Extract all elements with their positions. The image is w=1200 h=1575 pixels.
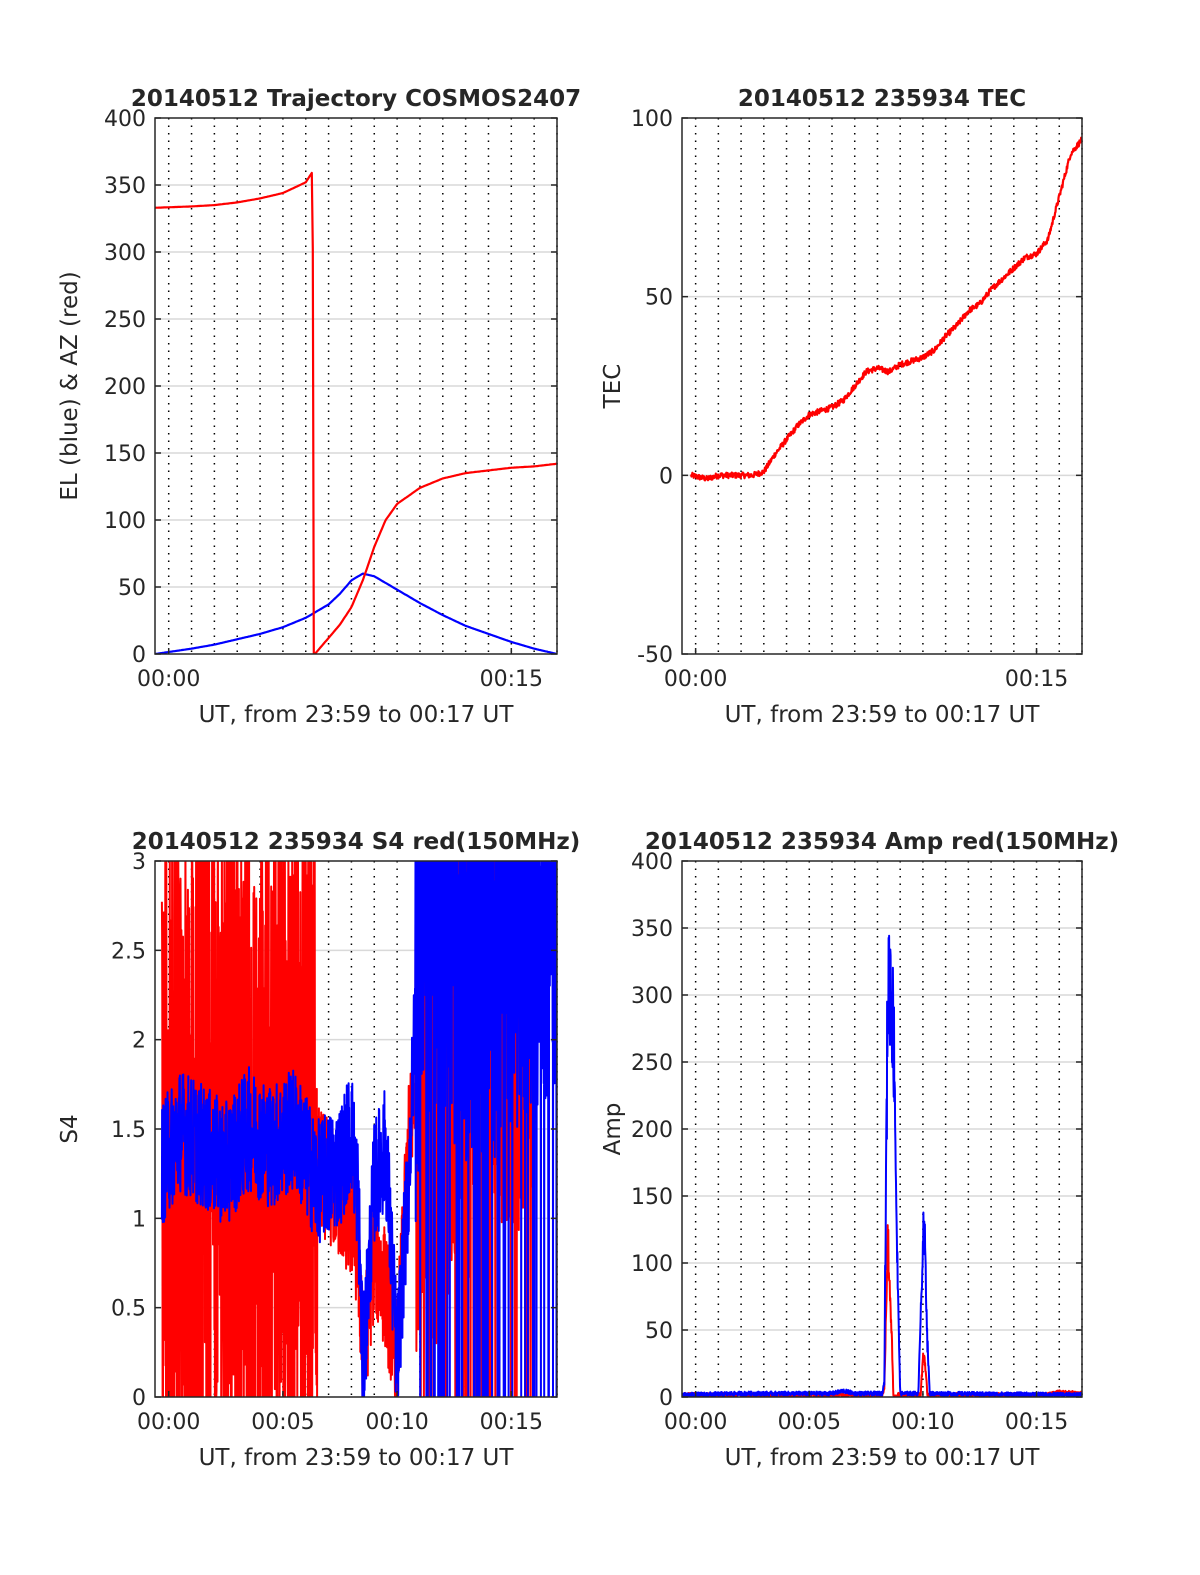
y-tick-label: 100 — [631, 1252, 673, 1277]
y-tick-label: 0 — [132, 1386, 146, 1411]
y-axis-label: S4 — [57, 1114, 83, 1143]
series-line-el — [155, 572, 557, 654]
y-tick-label: 250 — [104, 308, 146, 333]
y-tick-label: 150 — [104, 442, 146, 467]
x-tick-label: 00:05 — [251, 1410, 314, 1435]
y-tick-label: 200 — [104, 375, 146, 400]
series-line-tec — [690, 136, 1082, 482]
chart-panel-3: 0 0.5 1 1.5 2 2.5 3 00:00 00:05 00:10 00:15 2014051… — [57, 829, 581, 1471]
x-axis-label: UT, from 23:59 to 00:17 UT — [199, 1445, 515, 1471]
y-axis-label: EL (blue) & AZ (red) — [57, 271, 83, 500]
x-tick-label: 00:00 — [664, 667, 727, 692]
series-group — [155, 171, 557, 654]
series-line-az — [155, 171, 557, 654]
chart-title: 20140512 Trajectory COSMOS2407 — [131, 86, 581, 112]
x-tick-label: 00:15 — [1005, 1410, 1068, 1435]
y-tick-label: 100 — [631, 107, 673, 132]
x-tick-label: 00:05 — [778, 1410, 841, 1435]
chart-title: 20140512 235934 S4 red(150MHz) — [132, 829, 581, 855]
x-tick-label: 00:10 — [365, 1410, 428, 1435]
y-tick-label: 350 — [104, 174, 146, 199]
chart-panel-2: -50 0 50 100 00:00 00:15 20140512 235934 TEC UT… — [600, 86, 1083, 728]
horizontal-grid — [155, 184, 557, 588]
y-tick-label: 0.5 — [111, 1297, 146, 1322]
y-tick-label: 250 — [631, 1051, 673, 1076]
y-tick-label: 400 — [104, 107, 146, 132]
y-axis-label: Amp — [600, 1103, 626, 1156]
x-axis-label: UT, from 23:59 to 00:17 UT — [725, 1445, 1041, 1471]
y-tick-label: 1 — [132, 1207, 146, 1232]
y-tick-label: 100 — [104, 509, 146, 534]
y-tick-label: 2 — [132, 1029, 146, 1054]
axes-box — [681, 117, 1083, 655]
x-tick-label: 00:15 — [1005, 667, 1068, 692]
y-tick-label: 50 — [118, 576, 146, 601]
y-tick-label: 3 — [132, 850, 146, 875]
series-line-blue — [160, 861, 557, 1397]
y-tick-label: 300 — [631, 984, 673, 1009]
y-tick-label: 2.5 — [111, 939, 146, 964]
x-tick-label: 00:15 — [480, 1410, 543, 1435]
y-tick-label: 0 — [659, 464, 673, 489]
plot-area — [682, 118, 1082, 654]
y-tick-label: 50 — [645, 1319, 673, 1344]
horizontal-grid — [682, 927, 1082, 1331]
y-tick-label: 350 — [631, 917, 673, 942]
x-axis-label: UT, from 23:59 to 00:17 UT — [725, 702, 1041, 728]
y-tick-label: 150 — [631, 1185, 673, 1210]
y-tick-label: 200 — [631, 1118, 673, 1143]
series-group — [690, 136, 1082, 482]
chart-panel-1: 0 50 100 150 200 250 300 350 400 00:00 00:15 201405… — [57, 86, 581, 728]
y-tick-label: 1.5 — [111, 1118, 146, 1143]
chart-title: 20140512 235934 Amp red(150MHz) — [645, 829, 1119, 855]
x-tick-label: 00:00 — [664, 1410, 727, 1435]
y-tick-label: 50 — [645, 286, 673, 311]
x-axis-label: UT, from 23:59 to 00:17 UT — [199, 702, 515, 728]
x-tick-label: 00:00 — [137, 667, 200, 692]
y-tick-label: 0 — [659, 1386, 673, 1411]
y-tick-label: -50 — [637, 643, 673, 668]
series-line-blue — [682, 934, 1082, 1397]
y-tick-label: 0 — [132, 643, 146, 668]
x-tick-label: 00:00 — [137, 1410, 200, 1435]
y-tick-label: 300 — [104, 241, 146, 266]
x-tick-label: 00:10 — [891, 1410, 954, 1435]
chart-panel-4: 0 50 100 150 200 250 300 350 400 00:00 00:05 00:10 0… — [600, 829, 1119, 1471]
y-axis-label: TEC — [600, 364, 626, 410]
chart-title: 20140512 235934 TEC — [738, 86, 1026, 112]
x-tick-label: 00:15 — [480, 667, 543, 692]
series-group — [160, 861, 557, 1397]
y-tick-label: 400 — [631, 850, 673, 875]
